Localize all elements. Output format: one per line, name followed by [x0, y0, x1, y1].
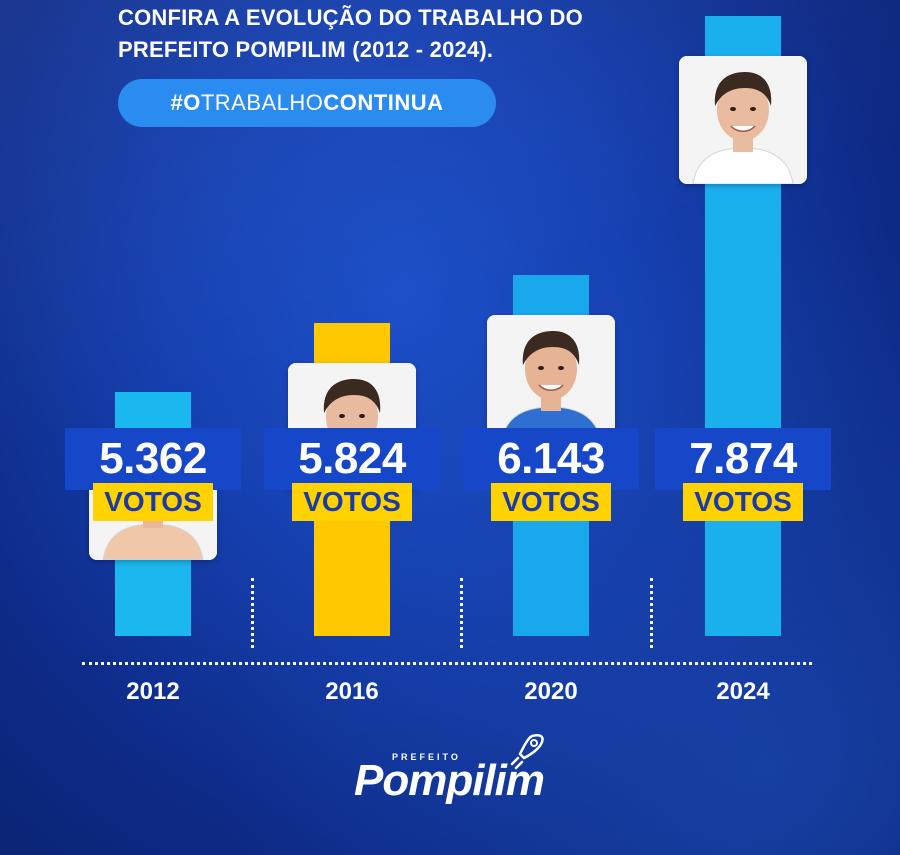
logo-prefix: PREFEITO	[392, 752, 461, 762]
headline: CONFIRA A EVOLUÇÃO DO TRABALHO DO PREFEI…	[118, 2, 638, 66]
votes-label-2012: VOTOS	[93, 483, 213, 521]
divider-dotted-line-1	[251, 578, 254, 648]
votes-label-2016: VOTOS	[292, 483, 412, 521]
votes-label-2020: VOTOS	[491, 483, 611, 521]
value-label-2020: 6.143	[463, 428, 639, 490]
year-label-2024: 2024	[716, 678, 770, 705]
value-label-2016: 5.824	[264, 428, 440, 490]
value-label-2024: 7.874	[655, 428, 831, 490]
votes-label-2024: VOTOS	[683, 483, 803, 521]
headline-line-1: CONFIRA A EVOLUÇÃO DO TRABALHO DO	[118, 5, 583, 30]
hashtag-suffix: CONTINUA	[323, 90, 444, 115]
hashtag-middle: TRABALHO	[200, 90, 324, 115]
hashtag-prefix: #O	[170, 90, 201, 115]
candidate-photo-2020	[487, 315, 615, 443]
hashtag-pill: #OTRABALHOCONTINUA	[118, 79, 496, 127]
rocket-icon	[510, 734, 544, 770]
pompilim-logo: PREFEITO Pompilim	[352, 734, 545, 808]
divider-dotted-line-3	[650, 578, 653, 648]
candidate-photo-2024	[679, 56, 807, 184]
baseline-dotted-line	[82, 662, 812, 665]
headline-line-2: PREFEITO POMPILIM (2012 - 2024).	[118, 37, 494, 62]
year-label-2012: 2012	[126, 678, 180, 705]
year-label-2016: 2016	[325, 678, 379, 705]
year-label-2020: 2020	[524, 678, 578, 705]
divider-dotted-line-2	[460, 578, 463, 648]
value-label-2012: 5.362	[65, 428, 241, 490]
